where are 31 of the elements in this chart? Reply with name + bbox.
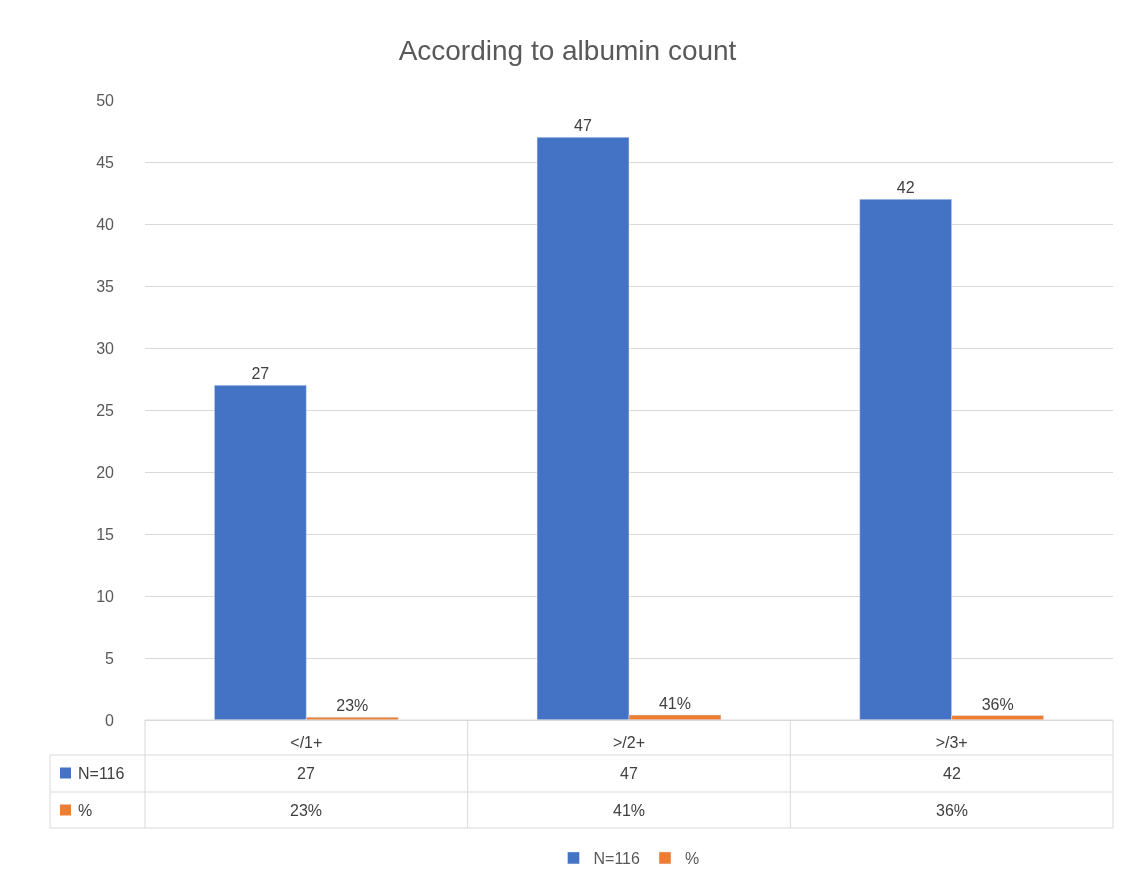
y-tick-label: 5 [105, 649, 115, 667]
text: 23% [336, 697, 369, 715]
y-tick-label: 40 [96, 215, 115, 233]
legend-label: % [685, 850, 700, 868]
data-label: 42 [943, 765, 961, 782]
y-tick-label: 10 [96, 587, 115, 605]
text: 47 [574, 117, 592, 135]
legend-label: N=116 [78, 765, 125, 782]
x-tick-label: </1+ [290, 734, 323, 752]
y-tick-label: 0 [105, 711, 115, 729]
text: 27 [251, 365, 270, 383]
y-tick-label: 25 [96, 401, 115, 419]
y-tick-label: 45 [96, 153, 115, 171]
y-tick-label: 50 [96, 91, 115, 109]
data-label: 23% [290, 802, 323, 819]
y-tick-label: 30 [96, 339, 115, 357]
text: 41% [658, 694, 691, 712]
x-tick-label: >/3+ [935, 734, 968, 752]
data-label: 41% [613, 802, 646, 819]
data-label: 36% [936, 802, 969, 819]
text: % [78, 802, 93, 819]
y-tick-label: 20 [96, 463, 115, 481]
x-tick-label: >/2+ [612, 734, 646, 752]
data-label: 47 [620, 765, 638, 782]
text: N=116 [593, 850, 640, 868]
data-label: 27 [297, 765, 315, 782]
y-tick-label: 35 [96, 277, 115, 295]
text: 42 [896, 179, 915, 197]
y-tick-label: 15 [96, 525, 115, 543]
text: 36% [981, 695, 1014, 713]
chart-title: According to albumin count [398, 34, 737, 66]
